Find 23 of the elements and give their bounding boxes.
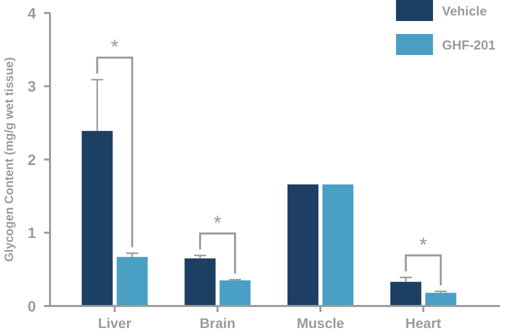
bar [425, 292, 456, 306]
bar [220, 280, 251, 306]
x-tick-label: Heart [405, 315, 442, 331]
bar [390, 282, 422, 306]
x-tick-label: Muscle [296, 315, 344, 331]
annotation: * [110, 36, 119, 59]
bar [184, 258, 216, 306]
y-tick-label: 0 [28, 298, 36, 316]
annotation: * [419, 234, 428, 256]
y-tick-label: 1 [28, 225, 36, 242]
bar [82, 130, 113, 306]
y-tick-label: 2 [28, 152, 36, 169]
y-axis-title: Glycogen Content (mg/g wet tissue) [2, 57, 16, 262]
annotation: * [214, 212, 222, 234]
bar [287, 184, 318, 306]
y-tick-label: 4 [28, 5, 37, 22]
x-tick-label: Liver [98, 315, 132, 331]
y-tick-label: 3 [28, 78, 36, 96]
bar [322, 184, 354, 306]
legend-label: Vehicle [442, 4, 487, 19]
bar [116, 256, 148, 306]
legend-label: GHF-201 [442, 38, 496, 53]
x-tick-label: Brain [200, 315, 236, 331]
